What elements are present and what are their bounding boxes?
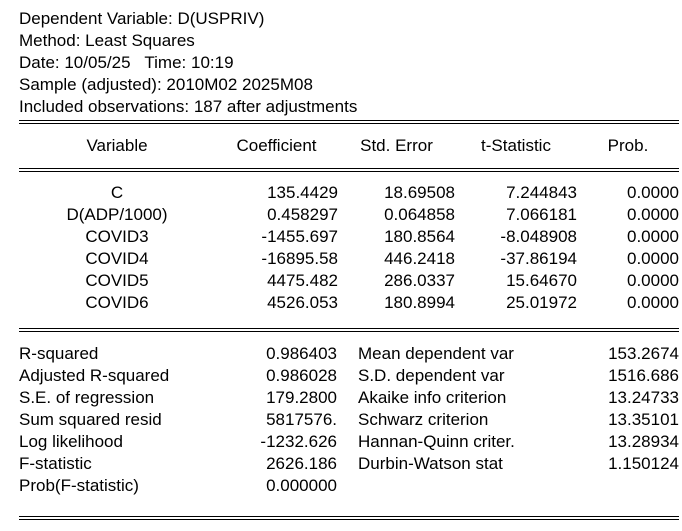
summary-line-observations: Included observations: 187 after adjustm…	[19, 97, 358, 116]
summary-line-date-time: Date: 10/05/25 Time: 10:19	[19, 53, 234, 72]
divider-under-header	[19, 168, 679, 172]
cell-prob: 0.0000	[627, 249, 679, 268]
summary-line-dependent-variable: Dependent Variable: D(USPRIV)	[19, 9, 265, 28]
stats-row: Prob(F-statistic) 0.000000	[19, 475, 679, 497]
stat-value	[557, 475, 679, 497]
cell-t-statistic: 7.066181	[506, 205, 577, 224]
cell-coefficient: 4475.482	[267, 271, 338, 290]
stats-row: Sum squared resid 5817576. Schwarz crite…	[19, 409, 679, 431]
cell-std-error: 180.8564	[384, 227, 455, 246]
cell-t-statistic: 7.244843	[506, 183, 577, 202]
table-row: COVID4 -16895.58 446.2418 -37.86194 0.00…	[19, 248, 679, 270]
cell-prob: 0.0000	[627, 271, 679, 290]
summary-line-sample: Sample (adjusted): 2010M02 2025M08	[19, 75, 313, 94]
stat-value: 153.2674	[608, 344, 679, 363]
cell-t-statistic: -8.048908	[500, 227, 577, 246]
cell-std-error: 0.064858	[384, 205, 455, 224]
cell-prob: 0.0000	[627, 293, 679, 312]
stat-label	[337, 475, 557, 497]
stat-value: 1.150124	[608, 454, 679, 473]
stat-value: 0.986028	[266, 366, 337, 385]
stat-label: Sum squared resid	[19, 410, 162, 429]
divider-bottom	[19, 516, 679, 520]
stat-label: S.E. of regression	[19, 388, 155, 407]
cell-t-statistic: -37.86194	[500, 249, 577, 268]
stat-value: 0.986403	[266, 344, 337, 363]
cell-prob: 0.0000	[627, 227, 679, 246]
cell-variable: D(ADP/1000)	[66, 205, 168, 224]
cell-std-error: 18.69508	[384, 183, 455, 202]
stats-row: S.E. of regression 179.2800 Akaike info …	[19, 387, 679, 409]
regression-output: Dependent Variable: D(USPRIV) Method: Le…	[19, 8, 679, 520]
stat-label: Hannan-Quinn criter.	[358, 432, 515, 451]
cell-prob: 0.0000	[627, 205, 679, 224]
cell-variable: COVID5	[85, 271, 149, 290]
table-row: COVID5 4475.482 286.0337 15.64670 0.0000	[19, 270, 679, 292]
divider-top	[19, 120, 679, 124]
stat-value: -1232.626	[260, 432, 337, 451]
stat-value: 0.000000	[266, 476, 337, 495]
col-header-prob: Prob.	[607, 136, 649, 155]
stat-label: Adjusted R-squared	[19, 366, 170, 385]
stat-label: Log likelihood	[19, 432, 123, 451]
stats-row: R-squared 0.986403 Mean dependent var 15…	[19, 343, 679, 365]
cell-std-error: 446.2418	[384, 249, 455, 268]
divider-under-coefficients	[19, 328, 679, 332]
table-row: COVID6 4526.053 180.8994 25.01972 0.0000	[19, 292, 679, 314]
cell-prob: 0.0000	[627, 183, 679, 202]
cell-std-error: 286.0337	[384, 271, 455, 290]
col-header-variable: Variable	[86, 136, 148, 155]
stats-row: F-statistic 2626.186 Durbin-Watson stat …	[19, 453, 679, 475]
stat-label: S.D. dependent var	[358, 366, 505, 385]
stat-value: 179.2800	[266, 388, 337, 407]
cell-coefficient: 4526.053	[267, 293, 338, 312]
cell-variable: COVID6	[85, 293, 149, 312]
stat-value: 13.35101	[608, 410, 679, 429]
col-header-t-statistic: t-Statistic	[481, 136, 551, 155]
table-row: COVID3 -1455.697 180.8564 -8.048908 0.00…	[19, 226, 679, 248]
cell-coefficient: 135.4429	[267, 183, 338, 202]
summary-line-method: Method: Least Squares	[19, 31, 195, 50]
coef-table-body: C 135.4429 18.69508 7.244843 0.0000 D(AD…	[19, 172, 679, 328]
stat-value: 5817576.	[266, 410, 337, 429]
stat-value: 1516.686	[608, 366, 679, 385]
cell-variable: COVID4	[85, 249, 149, 268]
coef-table-header: Variable Coefficient Std. Error t-Statis…	[19, 124, 679, 168]
stat-label: F-statistic	[19, 454, 92, 473]
cell-t-statistic: 25.01972	[506, 293, 577, 312]
col-header-std-error: Std. Error	[360, 136, 433, 155]
cell-std-error: 180.8994	[384, 293, 455, 312]
stats-row: Adjusted R-squared 0.986028 S.D. depende…	[19, 365, 679, 387]
summary-statistics: R-squared 0.986403 Mean dependent var 15…	[19, 332, 679, 516]
table-row: D(ADP/1000) 0.458297 0.064858 7.066181 0…	[19, 204, 679, 226]
cell-coefficient: -16895.58	[261, 249, 338, 268]
stat-label: Prob(F-statistic)	[19, 476, 139, 495]
stat-value: 2626.186	[266, 454, 337, 473]
cell-t-statistic: 15.64670	[506, 271, 577, 290]
stat-value: 13.24733	[608, 388, 679, 407]
cell-coefficient: -1455.697	[261, 227, 338, 246]
stat-label: Schwarz criterion	[358, 410, 489, 429]
cell-variable: COVID3	[85, 227, 149, 246]
stats-row: Log likelihood -1232.626 Hannan-Quinn cr…	[19, 431, 679, 453]
cell-variable: C	[110, 183, 124, 202]
stat-label: Durbin-Watson stat	[358, 454, 503, 473]
cell-coefficient: 0.458297	[267, 205, 338, 224]
stat-value: 13.28934	[608, 432, 679, 451]
col-header-coefficient: Coefficient	[236, 136, 317, 155]
stat-label: Mean dependent var	[358, 344, 514, 363]
stat-label: Akaike info criterion	[358, 388, 507, 407]
table-row: C 135.4429 18.69508 7.244843 0.0000	[19, 182, 679, 204]
equation-summary: Dependent Variable: D(USPRIV) Method: Le…	[19, 8, 679, 118]
stat-label: R-squared	[19, 344, 99, 363]
